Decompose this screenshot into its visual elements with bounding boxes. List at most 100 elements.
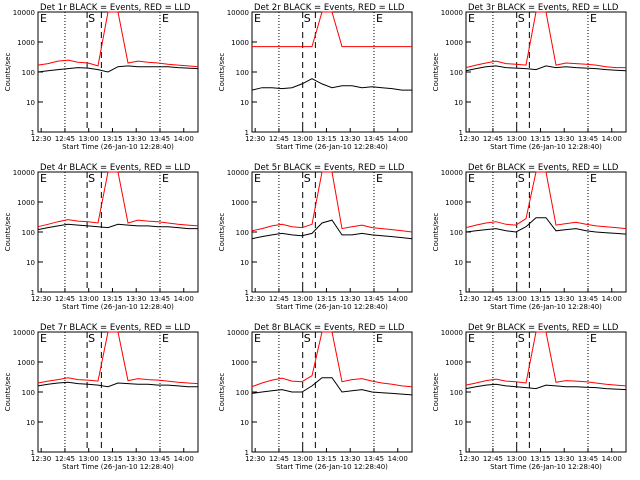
x-tick-label: 12:30 [245, 455, 265, 463]
x-tick-label: 13:30 [340, 295, 360, 303]
lld-series-line [251, 331, 413, 388]
y-axis-label: Counts/sec [432, 373, 440, 412]
y-tick-label: 10 [454, 419, 463, 427]
chart-panel: Det 9r BLACK = Events, RED = LLD 1 10 100 10… [432, 323, 627, 471]
y-tick-label: 100 [236, 69, 249, 77]
x-tick-label: 12:45 [55, 455, 75, 463]
events-series-line [37, 223, 198, 231]
y-tick-label: 100 [450, 229, 463, 237]
chart-title: Det 2r BLACK = Events, RED = LLD [254, 3, 405, 13]
y-tick-label: 1 [459, 129, 463, 137]
x-tick-label: 13:30 [554, 135, 574, 143]
y-axis-label: Counts/sec [218, 213, 226, 252]
chart-title: Det 4r BLACK = Events, RED = LLD [40, 163, 191, 173]
y-tick-label: 100 [450, 69, 463, 77]
x-tick-label: 13:00 [79, 135, 99, 143]
time-marker-label: E [590, 332, 597, 345]
time-marker-label: E [590, 172, 597, 185]
x-tick-label: 12:45 [55, 295, 75, 303]
y-tick-label: 10000 [441, 9, 463, 17]
x-tick-label: 13:30 [126, 295, 146, 303]
lld-series-line [251, 171, 413, 233]
y-tick-label: 10 [454, 99, 463, 107]
x-axis-label: Start Time (26-Jan-10 12:28:40) [62, 143, 174, 151]
chart-panel: Det 7r BLACK = Events, RED = LLD 1 10 100 10… [4, 323, 199, 471]
events-series-line [251, 377, 413, 396]
x-tick-label: 13:45 [150, 295, 170, 303]
time-marker-label: E [162, 12, 169, 25]
x-tick-label: 12:30 [459, 295, 479, 303]
x-tick-label: 13:45 [364, 295, 384, 303]
x-tick-label: 13:15 [530, 295, 550, 303]
time-marker-label: E [40, 332, 47, 345]
x-tick-label: 12:30 [245, 135, 265, 143]
x-tick-label: 14:00 [388, 455, 408, 463]
x-tick-label: 12:30 [31, 455, 51, 463]
y-axis-label: Counts/sec [4, 213, 12, 252]
y-tick-label: 100 [22, 229, 35, 237]
chart-title: Det 5r BLACK = Events, RED = LLD [254, 163, 405, 173]
time-marker-label: E [468, 172, 475, 185]
time-marker-label: E [468, 12, 475, 25]
chart-title: Det 8r BLACK = Events, RED = LLD [254, 323, 405, 333]
x-tick-label: 12:30 [459, 135, 479, 143]
y-tick-label: 1000 [445, 199, 463, 207]
y-tick-label: 1000 [17, 199, 35, 207]
x-tick-label: 13:15 [316, 455, 336, 463]
lld-series-line [37, 11, 199, 68]
time-marker-label: S [304, 12, 311, 25]
time-marker-label: S [88, 332, 95, 345]
chart-panel: Det 8r BLACK = Events, RED = LLD 1 10 100 10… [218, 323, 413, 471]
chart-title: Det 9r BLACK = Events, RED = LLD [468, 323, 619, 333]
x-axis-label: Start Time (26-Jan-10 12:28:40) [62, 463, 174, 471]
chart-panel: Det 5r BLACK = Events, RED = LLD 1 10 100 10… [218, 163, 413, 311]
y-tick-label: 10000 [13, 329, 35, 337]
y-tick-label: 10 [240, 99, 249, 107]
time-marker-label: E [40, 172, 47, 185]
plot-frame [251, 171, 413, 293]
x-tick-label: 13:15 [316, 295, 336, 303]
y-tick-label: 1000 [231, 359, 249, 367]
y-tick-label: 10000 [227, 169, 249, 177]
x-tick-label: 13:15 [316, 135, 336, 143]
y-tick-label: 1000 [231, 199, 249, 207]
time-marker-label: E [162, 172, 169, 185]
x-tick-label: 14:00 [174, 135, 194, 143]
x-tick-label: 13:30 [340, 135, 360, 143]
x-axis-label: Start Time (26-Jan-10 12:28:40) [490, 303, 602, 311]
x-tick-label: 13:45 [150, 135, 170, 143]
x-tick-label: 12:45 [483, 295, 503, 303]
plot-frame [465, 331, 627, 453]
chart-title: Det 7r BLACK = Events, RED = LLD [40, 323, 191, 333]
y-axis-label: Counts/sec [218, 373, 226, 412]
chart-panel: Det 2r BLACK = Events, RED = LLD 1 10 100 10… [218, 3, 413, 151]
x-tick-label: 13:15 [102, 295, 122, 303]
plot-frame [37, 171, 199, 293]
y-tick-label: 10 [26, 259, 35, 267]
x-axis-label: Start Time (26-Jan-10 12:28:40) [276, 303, 388, 311]
time-marker-label: E [254, 332, 261, 345]
chart-title: Det 6r BLACK = Events, RED = LLD [468, 163, 619, 173]
chart-panel: Det 4r BLACK = Events, RED = LLD 1 10 100 10… [4, 163, 199, 311]
x-tick-label: 13:30 [126, 135, 146, 143]
time-marker-label: E [468, 332, 475, 345]
y-tick-label: 1 [31, 289, 35, 297]
time-marker-label: S [518, 12, 525, 25]
time-marker-label: E [254, 172, 261, 185]
y-axis-label: Counts/sec [4, 53, 12, 92]
y-tick-label: 10 [240, 259, 249, 267]
x-axis-label: Start Time (26-Jan-10 12:28:40) [276, 143, 388, 151]
x-tick-label: 13:15 [102, 455, 122, 463]
y-tick-label: 10 [454, 259, 463, 267]
x-tick-label: 13:00 [507, 135, 527, 143]
plot-frame [465, 11, 627, 133]
lld-series-line [37, 331, 199, 385]
y-axis-label: Counts/sec [218, 53, 226, 92]
y-tick-label: 10000 [13, 169, 35, 177]
x-tick-label: 13:00 [507, 295, 527, 303]
x-tick-label: 14:00 [174, 295, 194, 303]
chart-panel: Det 3r BLACK = Events, RED = LLD 1 10 100 10… [432, 3, 627, 151]
y-tick-label: 100 [22, 389, 35, 397]
chart-title: Det 3r BLACK = Events, RED = LLD [468, 3, 619, 13]
